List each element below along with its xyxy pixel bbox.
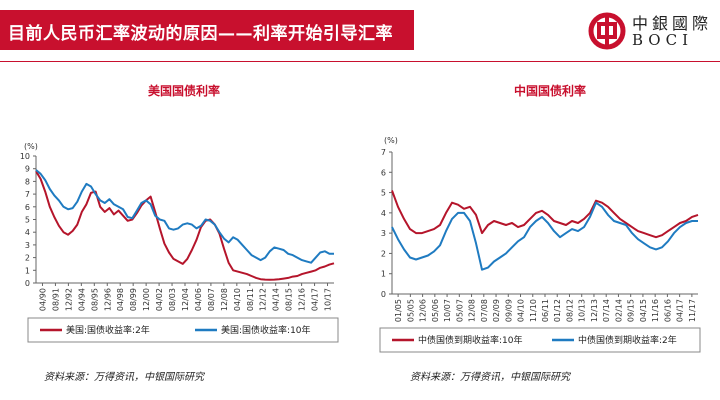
- us-x-tick-label: 08/03: [168, 288, 177, 311]
- us-series-line-a: [35, 170, 335, 281]
- us-x-tick-label: 12/12: [259, 288, 268, 311]
- us-y-tick-label: 3: [25, 241, 30, 250]
- us-chart-title: 美国国债利率: [148, 84, 221, 98]
- cn-series-line-b: [391, 201, 698, 271]
- cn-x-tick-label: 01/12: [553, 299, 562, 322]
- cn-x-tick-label: 02/14: [614, 299, 623, 322]
- cn-legend-label: 中债国债到期收益率:2年: [578, 334, 677, 346]
- cn-chart: (%) 0 1 2 3 4 5 6 7 01/05 05/05 12/06 05/06 10/07 05/0…: [379, 136, 701, 353]
- cn-x-tick-label: 04/10: [517, 299, 526, 322]
- cn-unit-label: (%): [384, 136, 398, 145]
- us-legend: [27, 317, 339, 343]
- us-x-tick-label: 04/17: [311, 288, 320, 311]
- cn-x-tick-label: 11/16: [651, 299, 660, 322]
- cn-x-tick-label: 10/07: [443, 299, 452, 322]
- us-x-tick-label: 08/15: [285, 288, 294, 311]
- cn-x-tick-label: 12/08: [468, 299, 477, 322]
- cn-x-tick-label: 04/17: [676, 299, 685, 322]
- logo-chinese-text: 中銀國際: [632, 14, 713, 33]
- us-y-tick-label: 6: [25, 203, 30, 212]
- cn-x-tick-label: 10/13: [578, 299, 587, 322]
- cn-y-tick-label: 3: [381, 229, 386, 238]
- us-y-tick-label: 2: [25, 254, 30, 263]
- logo-english-text: BOCI: [632, 31, 694, 49]
- cn-x-tick-label: 05/06: [431, 299, 440, 322]
- cn-y-tick-label: 0: [381, 290, 386, 299]
- us-x-tick-label: 12/16: [298, 288, 307, 311]
- us-x-tick-label: 12/08: [220, 288, 229, 311]
- cn-y-tick-label: 1: [381, 270, 386, 279]
- cn-y-tick-label: 6: [381, 168, 386, 177]
- cn-x-tick-label: 06/11: [541, 299, 550, 322]
- cn-x-tick-label: 06/16: [663, 299, 672, 322]
- cn-x-tick-label: 01/05: [394, 299, 403, 322]
- header-divider: [0, 61, 720, 62]
- us-legend-label: 美国:国债收益率:10年: [221, 324, 311, 336]
- us-x-tick-label: 08/07: [207, 288, 216, 311]
- cn-x-tick-label: 12/13: [590, 299, 599, 322]
- cn-x-tick-label: 09/15: [627, 299, 636, 322]
- cn-x-tick-label: 05/07: [455, 299, 464, 322]
- cn-x-tick-label: 07/08: [480, 299, 489, 322]
- boci-logo: 中銀國際 BOCI: [588, 10, 716, 54]
- us-x-tick-label: 12/00: [142, 288, 151, 311]
- us-source-note: 资料来源：万得资讯，中银国际研究: [44, 372, 204, 383]
- us-y-tick-label: 5: [25, 216, 30, 225]
- us-y-tick-label: 10: [20, 152, 30, 161]
- cn-x-tick-label: 07/14: [602, 299, 611, 322]
- us-x-tick-label: 08/95: [90, 288, 99, 311]
- cn-x-tick-label: 12/06: [419, 299, 428, 322]
- us-y-tick-label: 8: [25, 177, 30, 186]
- cn-x-tick-label: 11/10: [529, 299, 538, 322]
- cn-source-note: 资料来源：万得资讯，中银国际研究: [410, 372, 570, 383]
- page-title: 目前人民币汇率波动的原因——利率开始引导汇率: [8, 24, 393, 44]
- us-x-tick-label: 04/06: [194, 288, 203, 311]
- cn-series-line-a: [391, 190, 699, 239]
- us-x-tick-label: 04/14: [272, 288, 281, 311]
- us-y-tick-label: 0: [25, 279, 30, 288]
- cn-legend: [379, 327, 701, 353]
- bank-of-china-logo-icon: [588, 12, 626, 50]
- cn-x-tick-label: 05/05: [406, 299, 415, 322]
- us-x-tick-label: 12/04: [181, 288, 190, 311]
- us-x-tick-label: 12/96: [103, 288, 112, 311]
- cn-y-tick-label: 7: [381, 148, 386, 157]
- header-bar: 目前人民币汇率波动的原因——利率开始引导汇率: [0, 10, 414, 50]
- cn-x-tick-label: 09/09: [504, 299, 513, 322]
- cn-y-tick-label: 4: [381, 209, 386, 218]
- us-x-tick-label: 04/10: [233, 288, 242, 311]
- us-x-tick-label: 04/02: [155, 288, 164, 311]
- us-x-tick-label: 04/94: [77, 288, 86, 311]
- us-x-tick-label: 08/91: [51, 288, 60, 311]
- cn-x-tick-label: 08/12: [565, 299, 574, 322]
- us-x-tick-label: 04/90: [38, 288, 47, 311]
- cn-legend-label: 中债国债到期收益率:10年: [418, 334, 523, 346]
- us-x-tick-label: 10/17: [324, 288, 333, 311]
- us-y-tick-label: 7: [25, 190, 30, 199]
- us-chart: (%) 0 1 2 3 4 5 6 7 8 9 10 04/90 08/91 12/92 04/94 08/95…: [20, 142, 339, 343]
- cn-x-tick-label: 04/15: [639, 299, 648, 322]
- us-unit-label: (%): [24, 142, 38, 151]
- us-y-tick-label: 1: [25, 266, 30, 275]
- us-y-tick-label: 9: [25, 165, 30, 174]
- us-x-tick-label: 08/99: [129, 288, 138, 311]
- us-legend-label: 美国:国债收益率:2年: [66, 324, 150, 336]
- cn-y-tick-label: 2: [381, 249, 386, 258]
- cn-y-tick-label: 5: [381, 189, 386, 198]
- us-x-tick-label: 08/11: [246, 288, 255, 311]
- us-x-tick-label: 12/92: [64, 288, 73, 311]
- us-y-tick-label: 4: [25, 228, 30, 237]
- cn-chart-title: 中国国债利率: [514, 84, 587, 98]
- us-x-tick-label: 04/98: [116, 288, 125, 311]
- cn-x-tick-label: 11/17: [688, 299, 697, 322]
- us-series-line-b: [35, 169, 334, 264]
- cn-x-tick-label: 02/09: [492, 299, 501, 322]
